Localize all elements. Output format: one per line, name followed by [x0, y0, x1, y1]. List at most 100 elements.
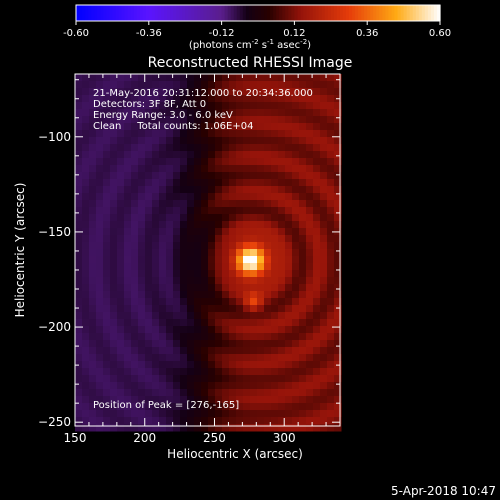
- heatmap-cell: [166, 207, 174, 215]
- heatmap-cell: [236, 333, 244, 341]
- heatmap-cell: [187, 207, 195, 215]
- heatmap-cell: [152, 333, 160, 341]
- heatmap-cell: [278, 277, 286, 285]
- heatmap-cell: [250, 326, 258, 334]
- heatmap-cell: [243, 165, 251, 173]
- colorbar-cell: [142, 5, 147, 21]
- heatmap-cell: [117, 368, 125, 376]
- heatmap-cell: [271, 361, 279, 369]
- heatmap-cell: [215, 396, 223, 404]
- heatmap-cell: [145, 116, 153, 124]
- heatmap-cell: [145, 214, 153, 222]
- heatmap-cell: [299, 74, 307, 82]
- heatmap-cell: [145, 270, 153, 278]
- heatmap-cell: [117, 207, 125, 215]
- heatmap-cell: [222, 256, 230, 264]
- heatmap-cell: [327, 368, 335, 376]
- heatmap-cell: [292, 151, 300, 159]
- colorbar-cell: [382, 5, 386, 21]
- heatmap-cell: [215, 130, 223, 138]
- heatmap-cell: [208, 123, 216, 131]
- heatmap-cell: [313, 186, 321, 194]
- colorbar-cell: [130, 5, 135, 21]
- colorbar-cell: [297, 5, 302, 21]
- heatmap-cell: [180, 389, 188, 397]
- heatmap-cell: [159, 256, 167, 264]
- heatmap-cell: [334, 214, 342, 222]
- heatmap-cell: [159, 102, 167, 110]
- heatmap-cell: [327, 263, 335, 271]
- heatmap-cell: [194, 158, 202, 166]
- heatmap-cell: [292, 130, 300, 138]
- heatmap-cell: [264, 319, 272, 327]
- heatmap-cell: [299, 172, 307, 180]
- heatmap-cell: [187, 81, 195, 89]
- heatmap-cell: [103, 137, 111, 145]
- heatmap-cell: [278, 340, 286, 348]
- heatmap-cell: [75, 298, 83, 306]
- heatmap-cell: [264, 403, 272, 411]
- heatmap-cell: [264, 235, 272, 243]
- heatmap-cell: [222, 123, 230, 131]
- heatmap-cell: [320, 81, 328, 89]
- heatmap-cell: [145, 228, 153, 236]
- heatmap-cell: [208, 193, 216, 201]
- heatmap-cell: [257, 319, 265, 327]
- heatmap-cell: [159, 242, 167, 250]
- heatmap-cell: [173, 410, 181, 418]
- heatmap-cell: [124, 319, 132, 327]
- heatmap-cell: [166, 354, 174, 362]
- heatmap-cell: [243, 410, 251, 418]
- heatmap-cell: [180, 382, 188, 390]
- heatmap-cell: [145, 74, 153, 82]
- heatmap-cell: [285, 284, 293, 292]
- heatmap-cell: [75, 312, 83, 320]
- heatmap-cell: [96, 165, 104, 173]
- heatmap-cell: [250, 424, 258, 432]
- heatmap-cell: [89, 270, 97, 278]
- heatmap-cell: [292, 249, 300, 257]
- colorbar-cell: [109, 5, 113, 21]
- heatmap-cell: [320, 74, 328, 82]
- heatmap-cell: [145, 375, 153, 383]
- heatmap-cell: [257, 151, 265, 159]
- heatmap-cell: [327, 116, 335, 124]
- heatmap-cell: [271, 382, 279, 390]
- heatmap-cell: [334, 249, 342, 257]
- heatmap-cell: [215, 214, 223, 222]
- heatmap-cell: [285, 333, 293, 341]
- heatmap-cell: [75, 172, 83, 180]
- heatmap-cell: [229, 179, 237, 187]
- heatmap-cell: [334, 165, 342, 173]
- heatmap-cell: [173, 235, 181, 243]
- heatmap-cell: [152, 172, 160, 180]
- colorbar-cell: [167, 5, 171, 21]
- heatmap-cell: [243, 340, 251, 348]
- heatmap-cell: [201, 186, 209, 194]
- heatmap-cell: [264, 88, 272, 96]
- heatmap-cell: [180, 277, 188, 285]
- heatmap-cell: [187, 319, 195, 327]
- heatmap-cell: [334, 312, 342, 320]
- heatmap-cell: [180, 410, 188, 418]
- heatmap-cell: [334, 326, 342, 334]
- heatmap-cell: [215, 165, 223, 173]
- heatmap-cell: [166, 123, 174, 131]
- heatmap-cell: [278, 256, 286, 264]
- heatmap-cell: [264, 375, 272, 383]
- heatmap-cell: [152, 277, 160, 285]
- heatmap-cell: [222, 375, 230, 383]
- colorbar-cell: [136, 5, 141, 21]
- heatmap-cell: [285, 179, 293, 187]
- heatmap-cell: [236, 214, 244, 222]
- heatmap-cell: [131, 144, 139, 152]
- heatmap-cell: [271, 305, 279, 313]
- heatmap-cell: [117, 109, 125, 117]
- heatmap-cell: [145, 291, 153, 299]
- heatmap-cell: [320, 410, 328, 418]
- heatmap-cell: [215, 207, 223, 215]
- heatmap-cell: [110, 242, 118, 250]
- heatmap-cell: [313, 305, 321, 313]
- heatmap-cell: [327, 158, 335, 166]
- heatmap-cell: [320, 256, 328, 264]
